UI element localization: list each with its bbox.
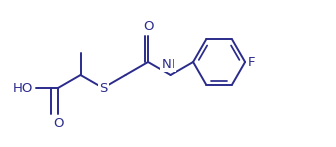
Text: H: H — [166, 58, 175, 71]
Text: HO: HO — [12, 81, 33, 95]
Text: O: O — [143, 20, 153, 33]
Text: S: S — [99, 81, 107, 95]
Text: F: F — [248, 56, 256, 69]
Text: N: N — [162, 58, 171, 71]
Text: O: O — [53, 117, 63, 130]
